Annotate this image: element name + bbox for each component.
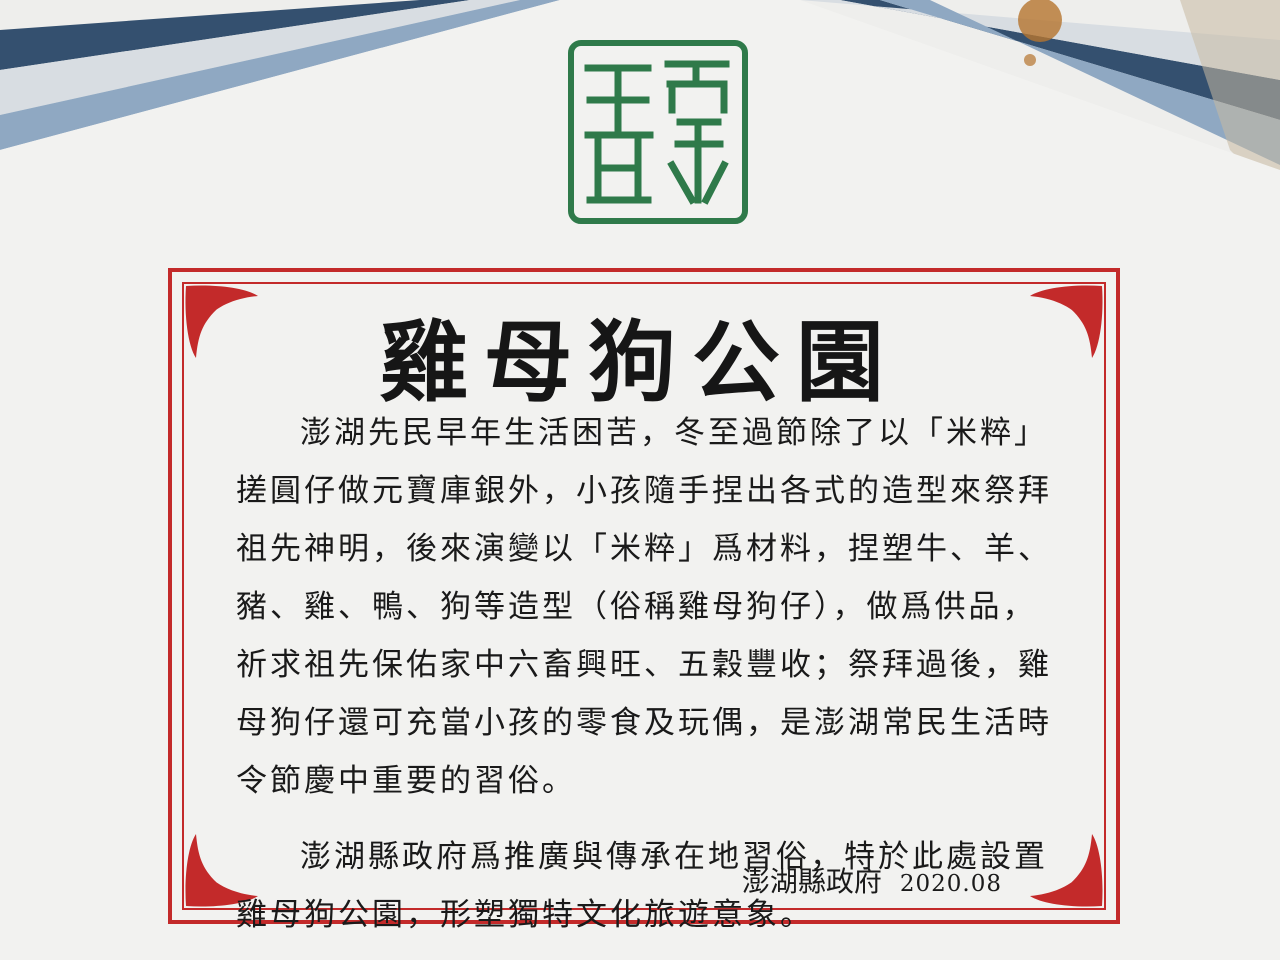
body-line: 澎湖先民早年生活困苦，冬至過節除了以「米粹」	[300, 415, 1048, 451]
body-line: 母狗仔還可充當小孩的零食及玩偶，是澎湖常民生活時	[236, 705, 1052, 741]
corner-ornament-icon	[1030, 285, 1103, 358]
sign-body: 澎湖先民早年生活困苦，冬至過節除了以「米粹」 搓圓仔做元寶庫銀外，小孩隨手捏出各…	[236, 404, 1056, 944]
seal-icon	[568, 40, 748, 224]
date: 2020.08	[899, 871, 1002, 897]
corner-ornament-icon	[185, 834, 258, 907]
body-line: 祈求祖先保佑家中六畜興旺、五穀豐收；祭拜過後，雞	[236, 647, 1052, 683]
body-line: 令節慶中重要的習俗。	[236, 763, 576, 799]
body-line: 祖先神明，後來演變以「米粹」爲材料，捏塑牛、羊、	[236, 531, 1052, 567]
corner-ornament-icon	[185, 285, 258, 358]
sign-title: 雞母狗公園	[379, 311, 900, 414]
body-line: 豬、雞、鴨、狗等造型（俗稱雞母狗仔），做爲供品，	[236, 589, 1037, 625]
corner-ornament-icon	[1030, 834, 1103, 907]
body-line: 澎湖縣政府爲推廣與傳承在地習俗，特於此處設置	[300, 839, 1048, 875]
body-line: 搓圓仔做元寶庫銀外，小孩隨手捏出各式的造型來祭拜	[236, 473, 1052, 509]
signature-block: 澎湖縣政府 2020.08	[742, 860, 1002, 900]
body-line: 雞母狗公園，形塑獨特文化旅遊意象。	[236, 897, 814, 933]
sign-frame-inner	[182, 282, 1106, 910]
signature: 澎湖縣政府	[741, 865, 882, 898]
sign-frame-outer	[168, 268, 1120, 924]
